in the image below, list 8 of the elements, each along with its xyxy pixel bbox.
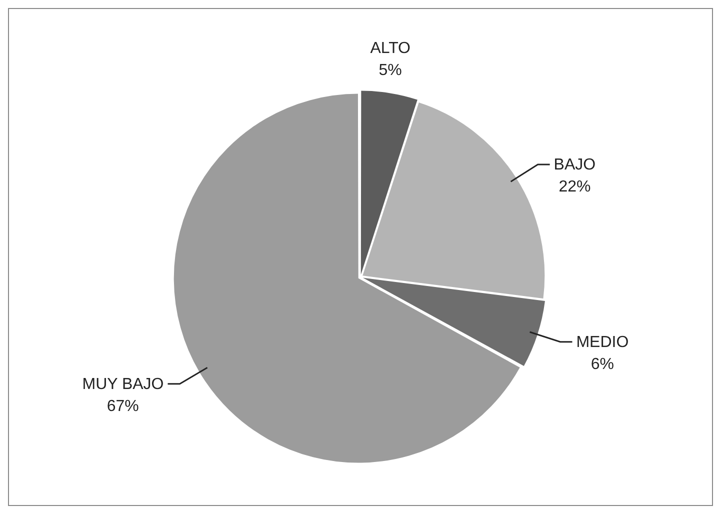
data-label: 5%	[378, 62, 402, 80]
slice-label: MUY BAJO	[82, 376, 164, 393]
data-label: 67%	[106, 398, 139, 415]
slice-label: MEDIO	[576, 334, 629, 351]
slice-label: ALTO	[370, 40, 410, 58]
data-label: 22%	[558, 178, 591, 196]
slice-label: BAJO	[554, 156, 596, 174]
data-label: 6%	[590, 356, 614, 373]
